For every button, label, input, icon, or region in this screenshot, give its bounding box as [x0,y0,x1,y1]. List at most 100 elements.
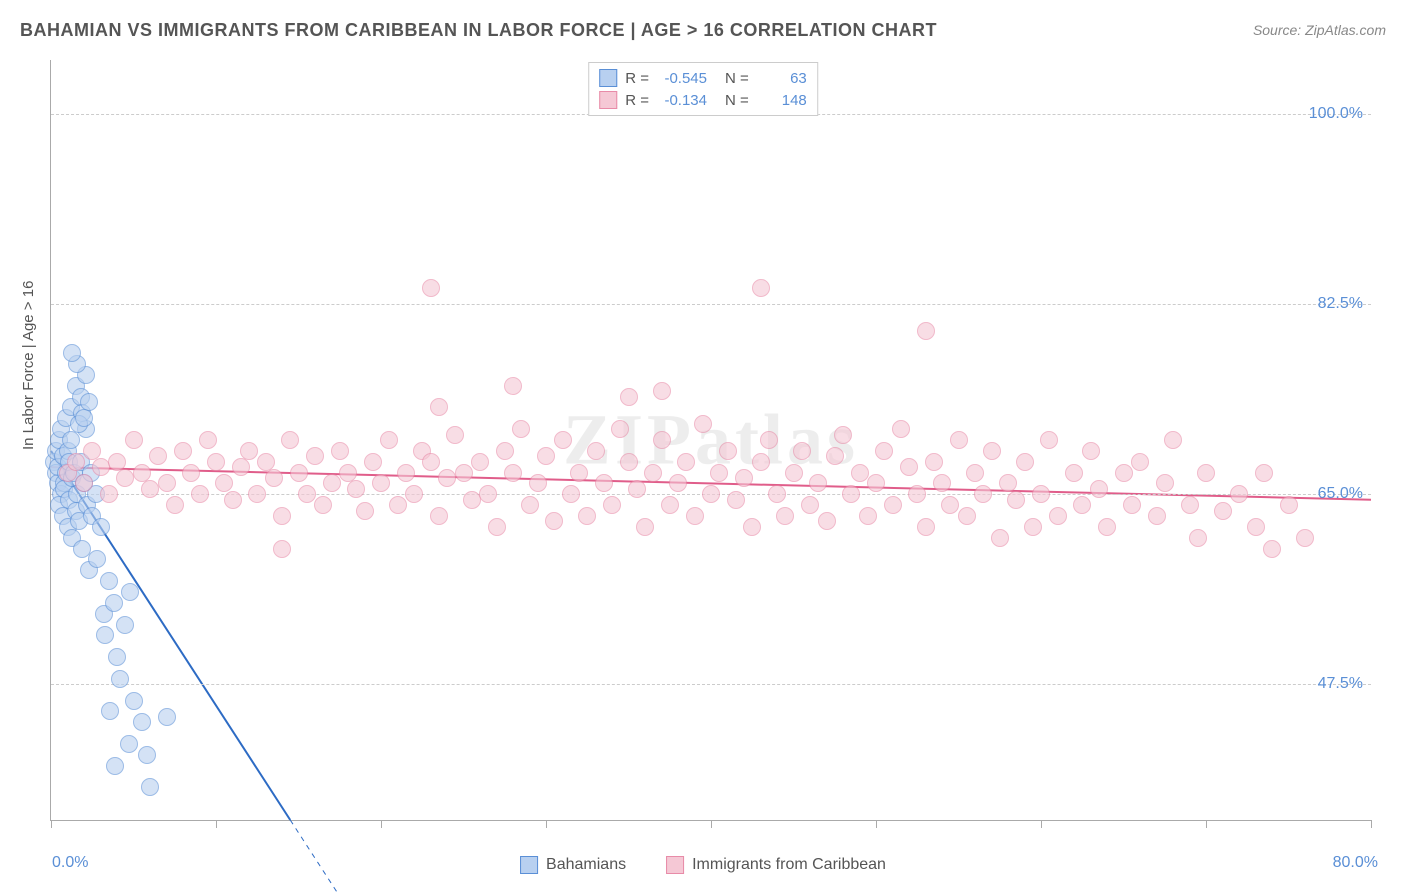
legend-swatch [520,856,538,874]
legend-label: Bahamians [546,856,626,874]
data-point [1230,485,1248,503]
bottom-legend: Bahamians Immigrants from Caribbean [520,856,886,874]
data-point [372,474,390,492]
data-point [347,480,365,498]
data-point [702,485,720,503]
data-point [727,491,745,509]
data-point [537,447,555,465]
data-point [121,583,139,601]
data-point [512,420,530,438]
data-point [1214,502,1232,520]
data-point [101,702,119,720]
data-point [908,485,926,503]
data-point [116,469,134,487]
data-point [364,453,382,471]
data-point [339,464,357,482]
data-point [1255,464,1273,482]
data-point [1263,540,1281,558]
data-point [1049,507,1067,525]
data-point [323,474,341,492]
data-point [430,507,448,525]
data-point [669,474,687,492]
data-point [694,415,712,433]
data-point [1090,480,1108,498]
data-point [1040,431,1058,449]
data-point [88,550,106,568]
data-point [380,431,398,449]
stat-r-value: -0.545 [657,70,707,87]
data-point [974,485,992,503]
data-point [108,648,126,666]
data-point [314,496,332,514]
legend-item: Immigrants from Caribbean [666,856,886,874]
data-point [1247,518,1265,536]
data-point [1098,518,1116,536]
data-point [743,518,761,536]
data-point [570,464,588,482]
data-point [1024,518,1042,536]
data-point [111,670,129,688]
data-point [801,496,819,514]
data-point [636,518,654,536]
data-point [710,464,728,482]
data-point [818,512,836,530]
data-point [1123,496,1141,514]
x-tick [381,820,382,828]
legend-swatch [599,91,617,109]
data-point [158,474,176,492]
data-point [562,485,580,503]
stat-r-label: R = [625,92,649,109]
gridline [51,304,1371,305]
data-point [141,778,159,796]
data-point [232,458,250,476]
data-point [933,474,951,492]
data-point [578,507,596,525]
stats-legend: R =-0.545N =63R =-0.134N =148 [588,62,818,116]
data-point [224,491,242,509]
data-point [397,464,415,482]
data-point [149,447,167,465]
data-point [257,453,275,471]
data-point [199,431,217,449]
y-axis-label: In Labor Force | Age > 16 [20,281,37,450]
data-point [653,382,671,400]
legend-label: Immigrants from Caribbean [692,856,886,874]
gridline [51,684,1371,685]
y-tick-label: 100.0% [1309,105,1363,123]
data-point [455,464,473,482]
x-tick [876,820,877,828]
data-point [620,388,638,406]
data-point [125,431,143,449]
data-point [105,594,123,612]
data-point [521,496,539,514]
data-point [496,442,514,460]
data-point [611,420,629,438]
data-point [356,502,374,520]
data-point [116,616,134,634]
data-point [834,426,852,444]
data-point [867,474,885,492]
data-point [958,507,976,525]
data-point [158,708,176,726]
data-point [479,485,497,503]
x-tick [711,820,712,828]
data-point [1181,496,1199,514]
data-point [488,518,506,536]
data-point [793,442,811,460]
data-point [1156,474,1174,492]
data-point [166,496,184,514]
data-point [768,485,786,503]
data-point [1032,485,1050,503]
y-tick-label: 82.5% [1318,295,1363,313]
x-tick [546,820,547,828]
data-point [545,512,563,530]
data-point [1007,491,1025,509]
data-point [273,540,291,558]
stat-n-value: 148 [757,92,807,109]
chart-title: BAHAMIAN VS IMMIGRANTS FROM CARIBBEAN IN… [20,20,937,41]
data-point [529,474,547,492]
source-label: Source: ZipAtlas.com [1253,22,1386,38]
data-point [686,507,704,525]
data-point [463,491,481,509]
data-point [925,453,943,471]
